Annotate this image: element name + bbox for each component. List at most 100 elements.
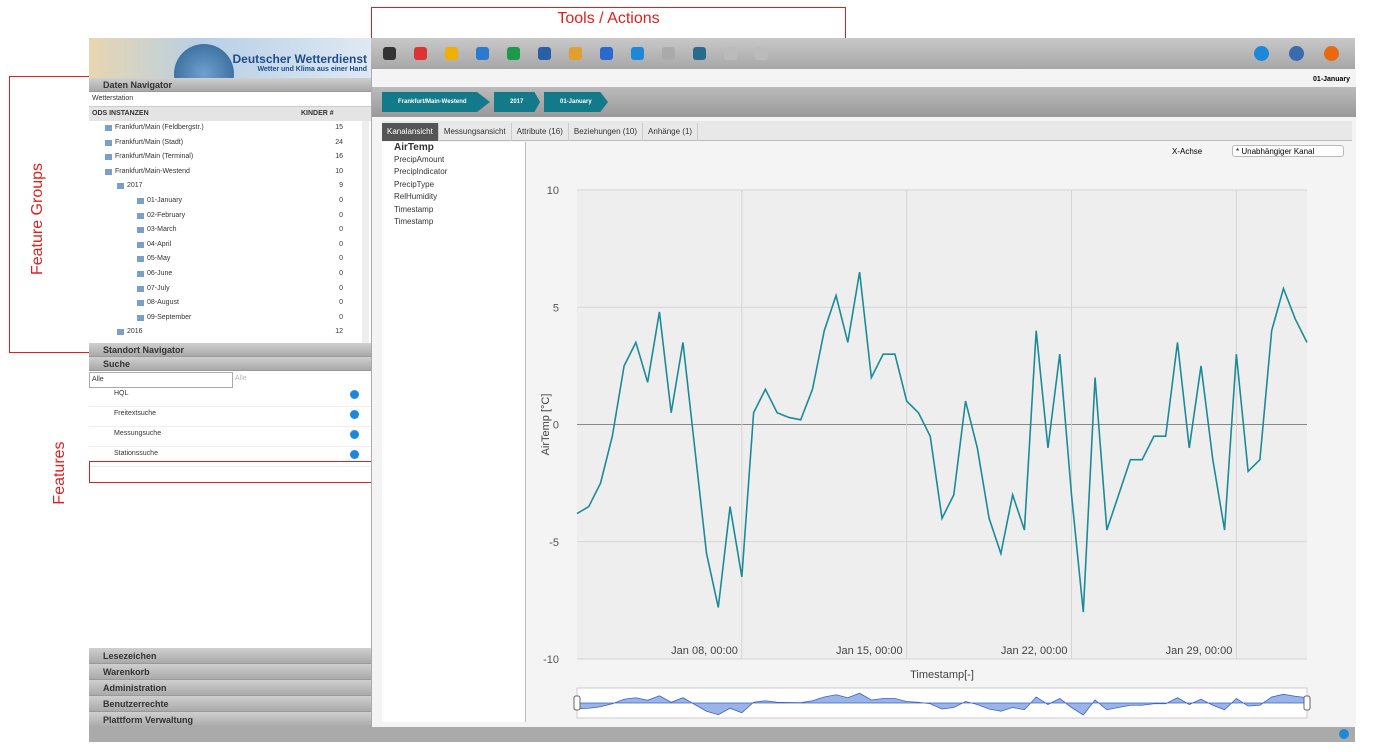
tool-button[interactable] <box>1289 46 1304 61</box>
panel-header[interactable]: Suche <box>89 357 371 371</box>
tree-count: 0 <box>339 270 343 277</box>
tree-row[interactable]: 05-May 0 <box>89 252 359 266</box>
channel-radio[interactable]: Timestamp <box>394 217 434 226</box>
tree-icon <box>105 139 112 146</box>
y-tick-label: 5 <box>553 302 559 314</box>
channel-radio[interactable]: PrecipType <box>394 179 435 189</box>
tree-label: Frankfurt/Main-Westend <box>115 167 190 175</box>
x-axis-select[interactable]: * Unabhängiger Kanal <box>1232 145 1344 157</box>
tool-button[interactable] <box>383 47 396 60</box>
tree-row[interactable]: 2017 9 <box>89 179 359 193</box>
breadcrumb[interactable]: 01-January <box>544 92 608 112</box>
channel-radio[interactable]: AirTemp <box>394 142 434 153</box>
tree-icon <box>137 212 144 219</box>
tree-label: 08-August <box>147 299 179 307</box>
search-label: Stationssuche <box>114 450 158 457</box>
tree-row[interactable]: Frankfurt/Main (Terminal) 16 <box>89 150 359 164</box>
tree-count: 16 <box>335 153 343 161</box>
tree-icon <box>117 329 124 336</box>
tool-button[interactable] <box>445 47 458 60</box>
toolbar <box>371 38 1355 69</box>
channel-radio[interactable]: RelHumidity <box>394 192 438 201</box>
tree-row[interactable]: Frankfurt/Main-Westend 10 <box>89 165 359 179</box>
tree-row[interactable]: 2015 12 <box>89 340 359 343</box>
annotation: Features <box>51 441 68 505</box>
tree-icon <box>137 256 144 263</box>
tool-button[interactable] <box>414 47 427 60</box>
breadcrumb[interactable]: 2017 <box>494 92 540 112</box>
globe <box>174 44 234 78</box>
x-axis-label: X-Achse <box>1172 147 1203 156</box>
search-input[interactable]: Alle <box>235 375 247 382</box>
info-icon[interactable] <box>350 450 359 459</box>
tree-row[interactable]: 2016 12 <box>89 325 359 339</box>
tool-button[interactable] <box>600 47 613 60</box>
tab[interactable]: Attribute (16) <box>512 123 569 141</box>
panel-header[interactable]: Administration <box>89 680 371 696</box>
tool-button[interactable] <box>538 47 551 60</box>
info-icon[interactable] <box>350 430 359 439</box>
tree-row[interactable]: 07-July 0 <box>89 282 359 296</box>
search-item[interactable]: Stationssuche <box>89 447 371 467</box>
tree-row[interactable]: 03-March 0 <box>89 223 359 237</box>
column-header: KINDER # <box>301 110 334 117</box>
search-item[interactable]: HQL <box>89 387 371 407</box>
sidebar: Daten Navigator Wetterstation ODS INSTAN… <box>89 78 372 728</box>
panel-header[interactable]: Lesezeichen <box>89 648 371 664</box>
tab[interactable]: Messungsansicht <box>439 123 512 141</box>
y-tick-label: -5 <box>549 537 559 549</box>
tree-label: 2016 <box>127 328 143 336</box>
info-icon[interactable] <box>350 390 359 399</box>
search-item[interactable]: Messungsuche <box>89 427 371 447</box>
navigator-handle[interactable] <box>573 695 581 711</box>
tool-button[interactable] <box>476 47 489 60</box>
tool-button[interactable] <box>693 47 706 60</box>
tab[interactable]: Kanalansicht <box>382 123 439 141</box>
tab[interactable]: Beziehungen (10) <box>569 123 644 141</box>
tool-button[interactable] <box>1324 46 1339 61</box>
tree-label: 02-February <box>147 211 186 219</box>
channel-radio[interactable]: PrecipIndicator <box>394 167 448 176</box>
panel-header[interactable]: Daten Navigator <box>89 78 371 92</box>
tree-row[interactable]: 02-February 0 <box>89 209 359 223</box>
y-tick-label: -10 <box>543 654 559 666</box>
tool-button[interactable] <box>507 47 520 60</box>
channel-radio[interactable]: PrecipAmount <box>394 154 445 164</box>
dropdown[interactable]: Wetterstation <box>89 92 371 107</box>
navigator-handle[interactable] <box>1303 695 1311 711</box>
panel-header[interactable]: Standort Navigator <box>89 343 371 357</box>
panel-header[interactable]: Plattform Verwaltung <box>89 712 371 728</box>
tree-icon <box>105 168 112 175</box>
tree-icon <box>105 125 112 131</box>
search-bar: Alle Alle <box>89 371 371 388</box>
panel-header[interactable]: Warenkorb <box>89 664 371 680</box>
breadcrumb[interactable]: Frankfurt/Main-Westend <box>382 92 490 112</box>
search-select[interactable]: Alle <box>89 372 233 388</box>
tool-button[interactable] <box>1254 46 1269 61</box>
tool-button[interactable] <box>569 47 582 60</box>
channel-radio[interactable]: Timestamp <box>394 204 434 214</box>
panel-header[interactable]: Benutzerrechte <box>89 696 371 712</box>
tool-button[interactable] <box>755 47 768 60</box>
tree-row[interactable]: Frankfurt/Main (Stadt) 24 <box>89 136 359 150</box>
tree-row[interactable]: 08-August 0 <box>89 296 359 310</box>
tree-icon <box>117 183 124 190</box>
tool-button[interactable] <box>631 47 644 60</box>
tool-button[interactable] <box>662 47 675 60</box>
info-icon[interactable] <box>350 410 359 419</box>
tree-label: 2017 <box>127 182 143 190</box>
tree-label: 07-July <box>147 284 170 292</box>
tool-button[interactable] <box>724 47 737 60</box>
search-item[interactable]: Freitextsuche <box>89 407 371 427</box>
tree-row[interactable]: 06-June 0 <box>89 267 359 281</box>
tree-row[interactable]: Frankfurt/Main (Feldbergstr.) 15 <box>89 121 359 135</box>
tree-count: 0 <box>339 197 343 204</box>
tree-row[interactable]: 01-January 0 <box>89 194 359 208</box>
tree-row[interactable]: 09-September 0 <box>89 311 359 325</box>
x-tick-label: Jan 08, 00:00 <box>671 645 738 657</box>
tree-label: Frankfurt/Main (Terminal) <box>115 153 194 161</box>
tree-row[interactable]: 04-April 0 <box>89 238 359 252</box>
tab[interactable]: Anhänge (1) <box>643 123 699 141</box>
tree-count: 9 <box>339 182 343 190</box>
info-icon[interactable] <box>1339 729 1349 739</box>
